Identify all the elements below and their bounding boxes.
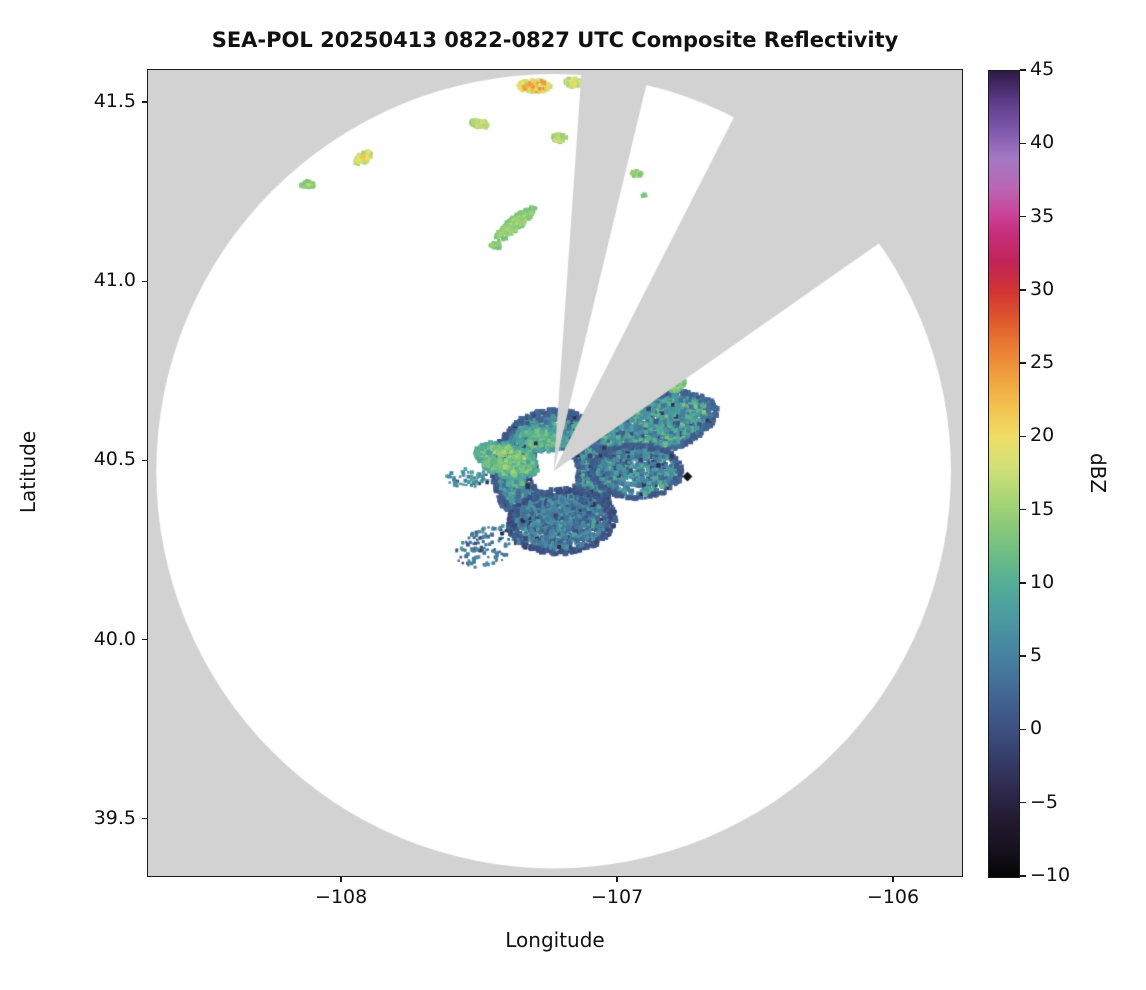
colorbar [988,70,1020,878]
x-tick-label: −108 [315,886,368,908]
colorbar-label: dBZ [1086,452,1110,494]
y-tick-label: 39.5 [93,806,136,829]
colorbar-tick [1020,362,1026,364]
colorbar-tick-label: 15 [1030,497,1055,520]
colorbar-tick-label: −5 [1030,790,1059,813]
colorbar-tick [1020,289,1026,291]
chart-title: SEA-POL 20250413 0822-0827 UTC Composite… [211,28,899,52]
colorbar-tick-label: 20 [1030,424,1055,447]
colorbar-tick [1020,69,1026,71]
colorbar-tick [1020,508,1026,511]
y-axis-label: Latitude [16,430,40,514]
radar-plot-canvas [148,70,962,876]
colorbar-tick [1020,728,1026,731]
colorbar-tick [1020,582,1026,584]
y-tick-label: 41.5 [93,90,136,113]
x-tick-label: −107 [590,886,644,908]
y-tick [142,638,148,641]
x-tick [340,876,342,882]
colorbar-tick [1020,655,1026,657]
colorbar-tick [1020,435,1026,438]
colorbar-tick [1020,875,1026,877]
colorbar-tick-label: 5 [1030,644,1043,667]
colorbar-tick [1020,142,1026,145]
y-tick-label: 40.0 [93,627,136,650]
x-tick-label: −106 [866,886,920,908]
y-tick [142,280,148,283]
colorbar-tick-label: −10 [1030,864,1071,886]
y-tick [142,817,148,820]
colorbar-tick-label: 45 [1030,58,1055,80]
colorbar-tick-label: 35 [1030,204,1055,227]
x-tick [892,876,894,882]
colorbar-tick [1020,801,1026,804]
x-axis-label: Longitude [505,928,605,952]
colorbar-tick-label: 30 [1030,277,1055,300]
y-tick [142,459,148,462]
y-tick-label: 41.0 [93,269,136,292]
colorbar-tick-label: 10 [1030,570,1055,593]
colorbar-tick-label: 0 [1030,717,1043,740]
colorbar-tick-label: 25 [1030,351,1055,374]
y-tick-label: 40.5 [93,448,136,471]
x-tick [616,876,618,882]
colorbar-tick [1020,215,1026,218]
y-tick [142,101,148,103]
colorbar-tick-label: 40 [1030,131,1055,154]
